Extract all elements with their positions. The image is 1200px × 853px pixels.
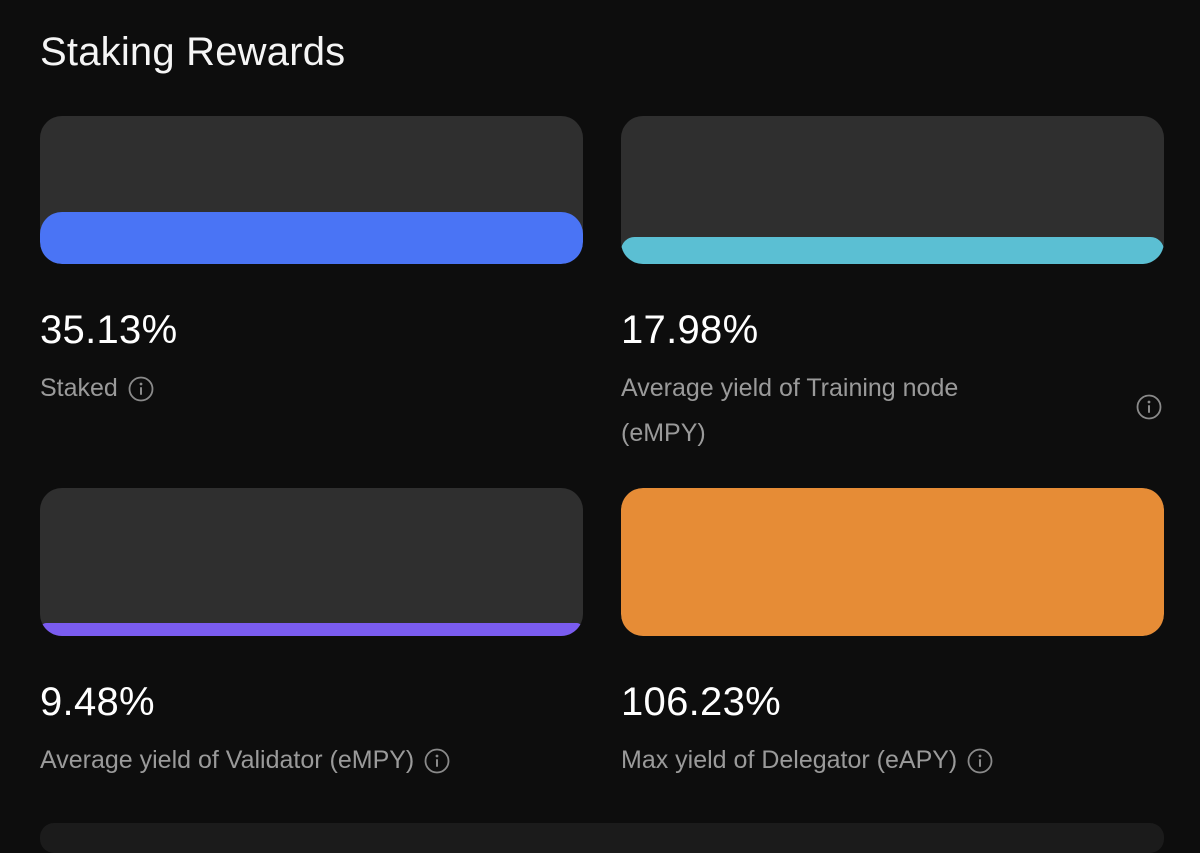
staked-card: 35.13% Staked	[40, 116, 583, 402]
validator-bar-track	[40, 488, 583, 636]
delegator-yield-value: 106.23%	[621, 680, 782, 724]
training-node-yield-card: 17.98% Average yield of Training node (e…	[621, 116, 1164, 447]
training-node-yield-value: 17.98%	[621, 308, 759, 352]
page-title: Staking Rewards	[40, 30, 346, 74]
staked-bar-track	[40, 116, 583, 264]
training-node-bar-track	[621, 116, 1164, 264]
staked-value: 35.13%	[40, 308, 178, 352]
staked-bar-fill	[40, 212, 583, 264]
validator-bar-fill	[40, 622, 583, 636]
info-icon[interactable]	[424, 748, 450, 774]
staked-label: Staked	[40, 374, 118, 402]
info-icon[interactable]	[1136, 394, 1162, 420]
delegator-bar-fill	[621, 488, 1164, 636]
training-node-label-row: Average yield of Training node (eMPY)	[621, 366, 1164, 456]
info-icon[interactable]	[967, 748, 993, 774]
validator-label-row: Average yield of Validator (eMPY)	[40, 738, 450, 783]
staked-label-row: Staked	[40, 366, 154, 411]
delegator-yield-card: 106.23% Max yield of Delegator (eAPY)	[621, 488, 1164, 774]
delegator-yield-label: Max yield of Delegator (eAPY)	[621, 746, 958, 774]
validator-yield-label: Average yield of Validator (eMPY)	[40, 746, 415, 774]
delegator-bar-track	[621, 488, 1164, 636]
training-node-yield-label: Average yield of Training node (eMPY)	[621, 374, 959, 447]
delegator-label-row: Max yield of Delegator (eAPY)	[621, 738, 993, 783]
training-node-bar-fill	[621, 237, 1164, 264]
info-icon[interactable]	[128, 376, 154, 402]
validator-yield-value: 9.48%	[40, 680, 155, 724]
next-section-panel	[40, 823, 1164, 853]
validator-yield-card: 9.48% Average yield of Validator (eMPY)	[40, 488, 583, 774]
